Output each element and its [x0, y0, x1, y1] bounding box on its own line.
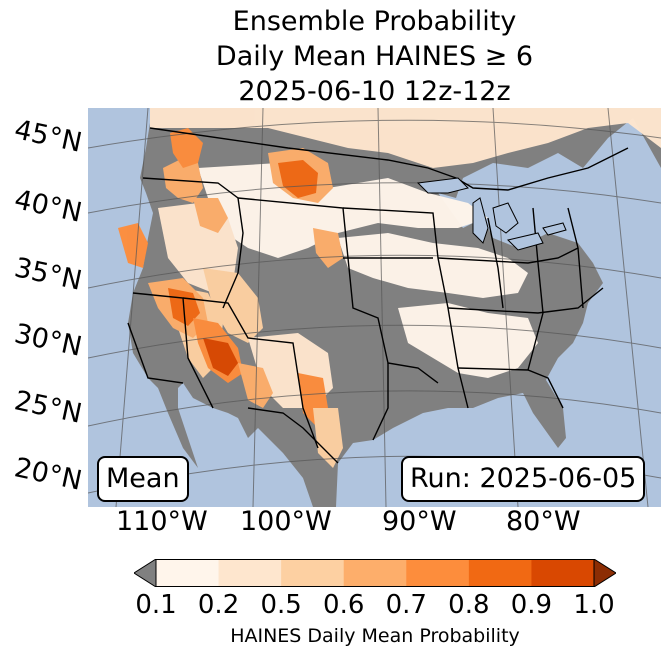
colorbar-tick-label: 0.5 — [260, 590, 302, 620]
probability-map — [88, 108, 661, 507]
lon-label-100w: 100°W — [240, 506, 332, 537]
colorbar-cell — [156, 559, 220, 587]
colorbar-tick-label: 0.8 — [448, 590, 490, 620]
colorbar-tick-label: 0.6 — [323, 590, 365, 620]
colorbar-over-arrow — [593, 559, 616, 587]
lat-label-20: 20°N — [11, 452, 85, 497]
colorbar-cell — [531, 559, 595, 587]
run-date-label-box: Run: 2025-06-05 — [401, 456, 646, 502]
graticule — [88, 108, 661, 507]
lon-label-90w: 90°W — [382, 506, 457, 537]
colorbar-cell — [218, 559, 282, 587]
colorbar — [134, 559, 616, 587]
colorbar-tick-label: 0.2 — [197, 590, 240, 620]
lat-label-30: 30°N — [11, 318, 85, 363]
lat-label-35: 35°N — [11, 252, 85, 297]
colorbar-cell — [343, 559, 407, 587]
colorbar-cell — [468, 559, 532, 587]
statistic-label-box: Mean — [97, 456, 189, 502]
lon-label-110w: 110°W — [116, 506, 208, 537]
colorbar-tick-label: 0.7 — [385, 590, 427, 620]
title-line-1: Ensemble Probability — [232, 6, 517, 37]
colorbar-tick-label: 1.0 — [573, 590, 615, 620]
lat-label-25: 25°N — [11, 385, 85, 430]
colorbar-cell — [281, 559, 345, 587]
colorbar-tick-label: 0.1 — [135, 590, 177, 620]
colorbar-tick-label: 0.9 — [510, 590, 553, 620]
colorbar-under-arrow — [134, 559, 157, 587]
colorbar-label: HAINES Daily Mean Probability — [230, 625, 520, 647]
lat-label-45: 45°N — [11, 114, 85, 159]
lon-label-80w: 80°W — [506, 506, 581, 537]
great-lakes — [416, 177, 567, 251]
lat-label-40: 40°N — [11, 184, 85, 229]
borders — [127, 127, 629, 464]
title-line-3: 2025-06-10 12z-12z — [238, 76, 511, 107]
title-line-2: Daily Mean HAINES ≥ 6 — [215, 41, 534, 72]
colorbar-cell — [406, 559, 470, 587]
